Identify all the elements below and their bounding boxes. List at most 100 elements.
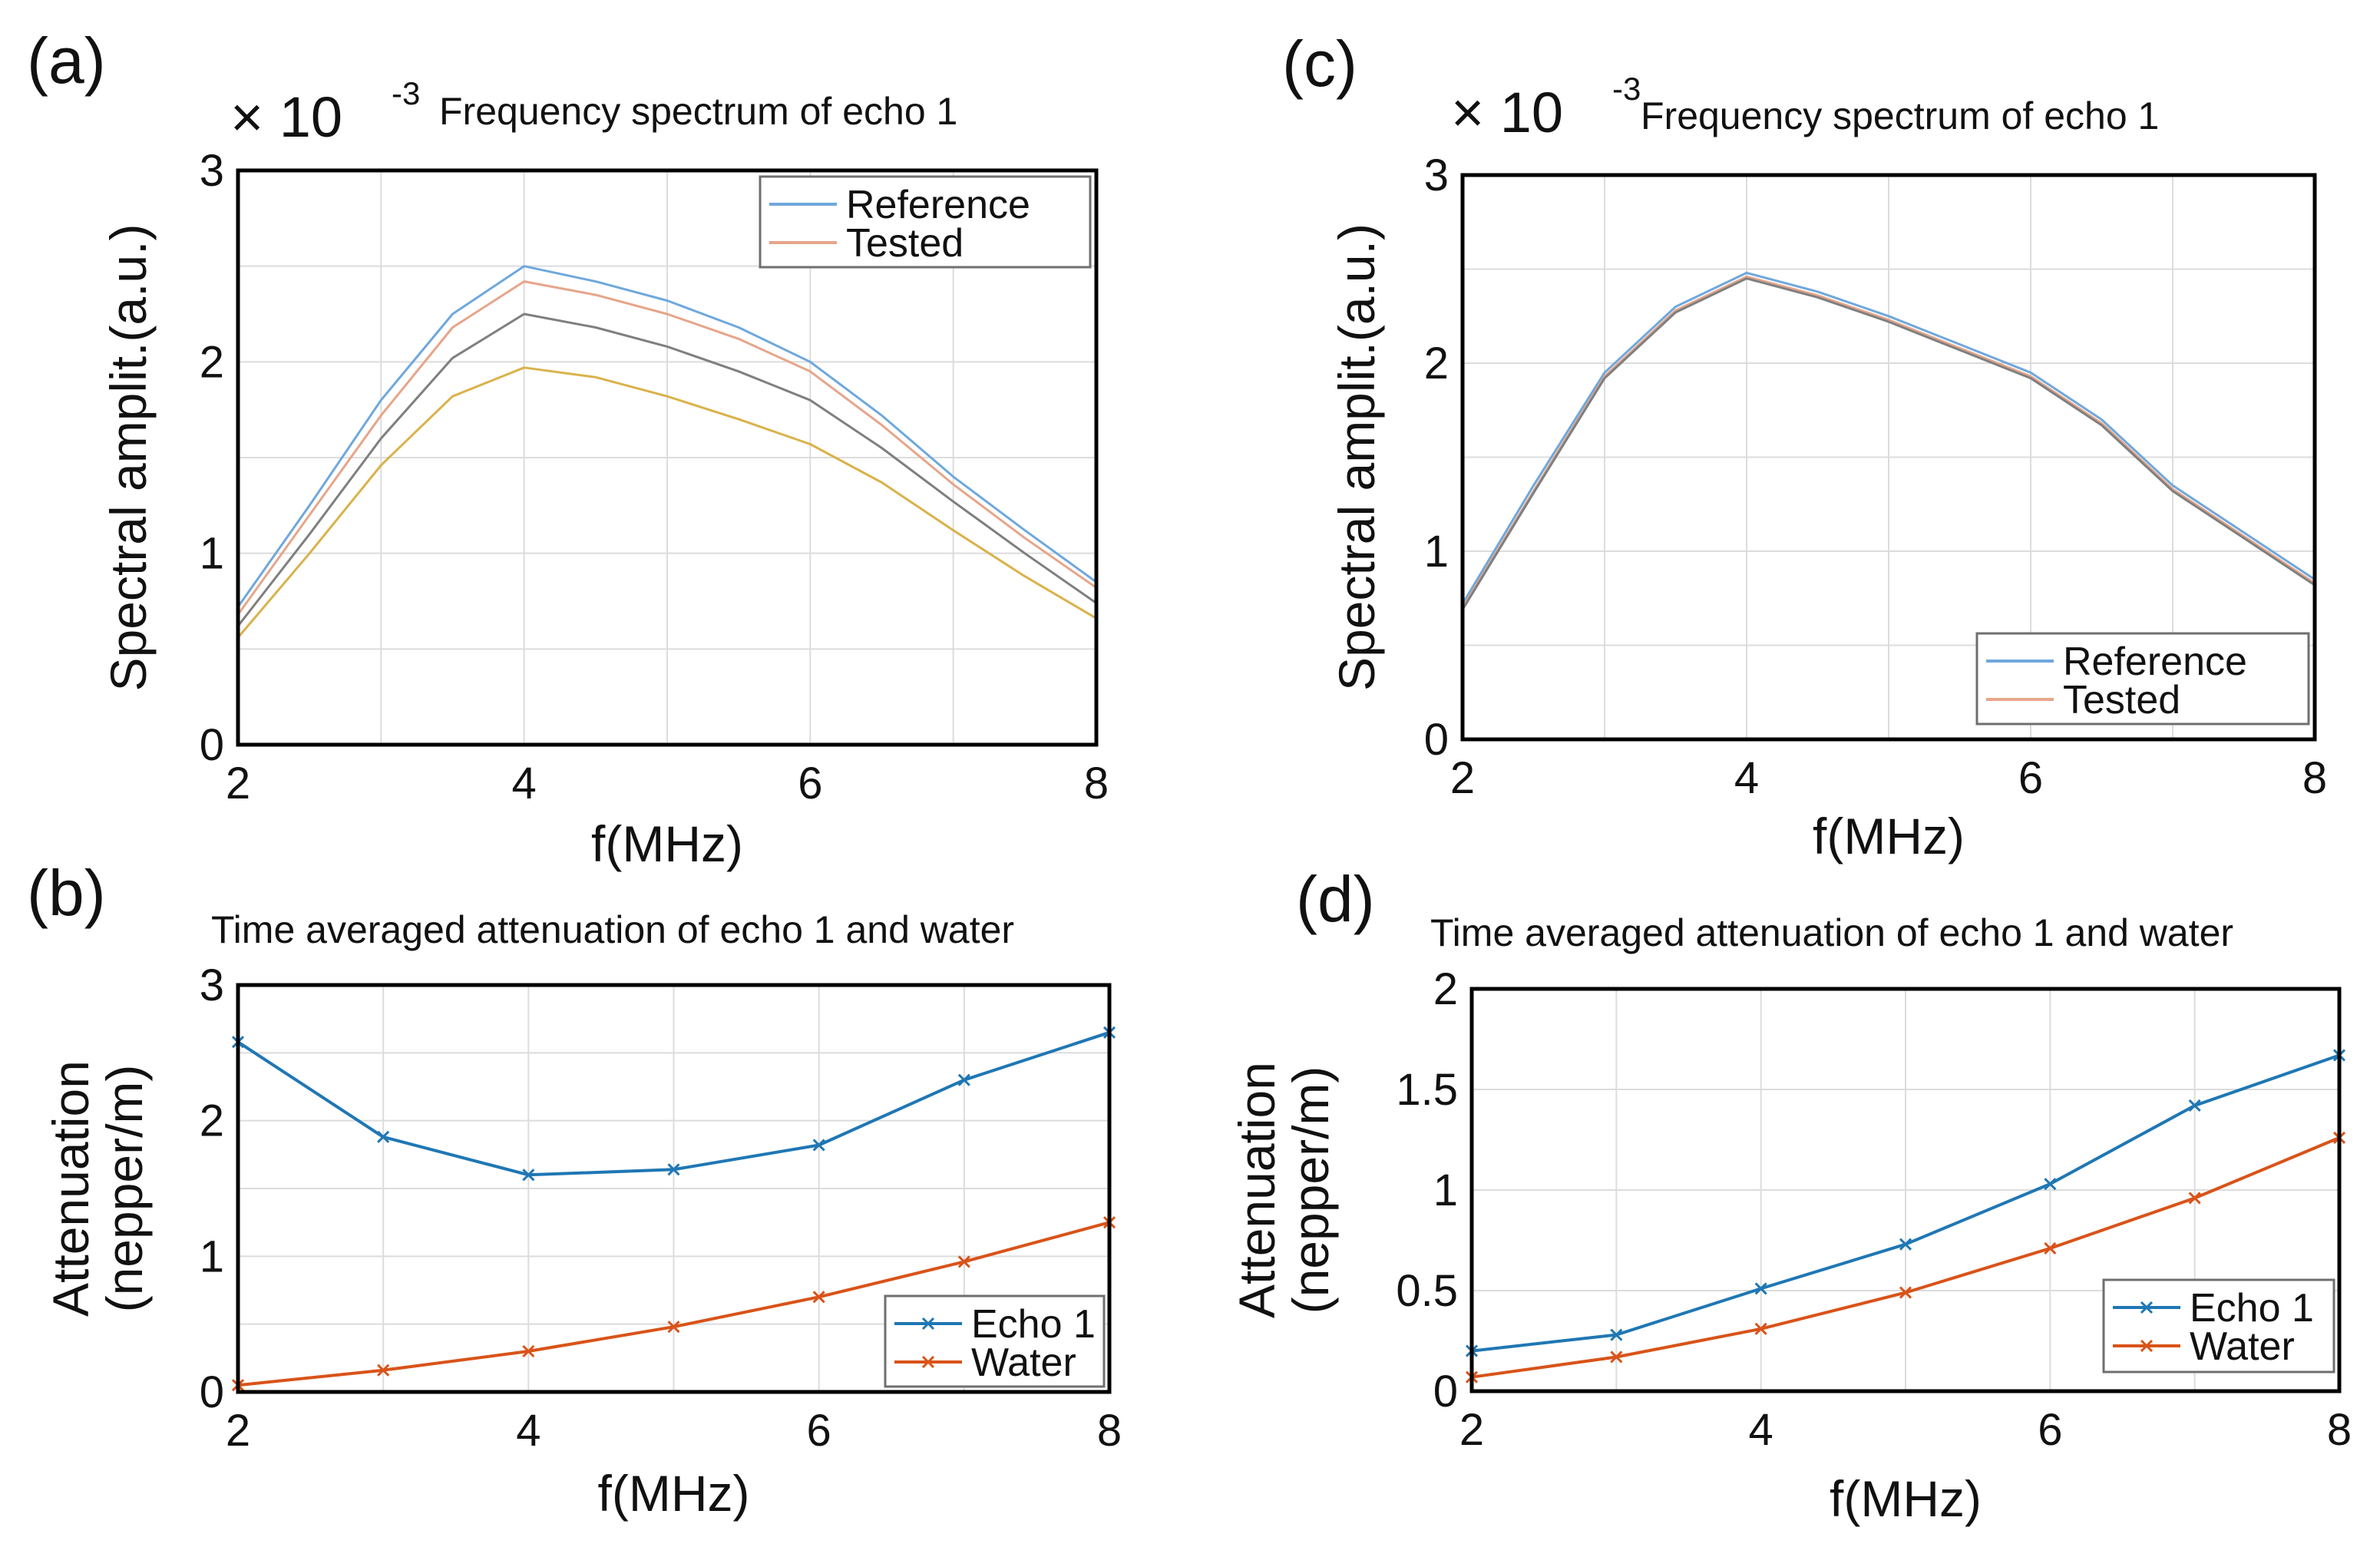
x-tick-label: 6 [2018,753,2043,803]
chart-title: Time averaged attenuation of echo 1 and … [211,908,1014,951]
panel-label: (d) [1296,863,1375,935]
legend-label: Reference [846,183,1030,227]
legend-marker [2140,1301,2154,1314]
legend-box [884,1294,1106,1388]
legend-label: Water [971,1340,1076,1385]
plot-frame [236,168,1099,747]
y-tick-label: 1 [1433,1165,1458,1215]
data-point [1754,1322,1767,1335]
data-point [522,1344,535,1358]
legend-label: Echo 1 [2190,1286,2314,1331]
y-axis-label: Spectral amplit.(a.u.) [100,224,157,692]
x-tick-label: 2 [1459,1405,1484,1455]
chart-panel-a: (a) Frequency spectrum of echo 1 × 10 -3 2 4 6… [27,25,1109,872]
x-axis-label: f(MHz) [591,815,743,872]
series-line-reference [1461,271,2316,605]
x-tick-label: 8 [2302,753,2327,803]
legend-label: Echo 1 [971,1302,1096,1347]
data-point [812,1139,825,1152]
y-axis-label: Spectral amplit.(a.u.) [1328,223,1385,691]
plot-frame [1469,987,2342,1393]
legend-label: Tested [846,221,964,266]
axis-multiplier-exponent: -3 [392,75,420,111]
y-tick-label: 0 [1433,1367,1458,1417]
x-tick-label: 8 [1097,1406,1122,1456]
plot-frame [236,983,1112,1394]
x-tick-label: 6 [807,1406,831,1456]
y-tick-label: 3 [200,960,224,1010]
axis-multiplier-exponent: -3 [1612,71,1641,107]
chart-panel-b: (b) Time averaged attenuation of echo 1 a… [27,857,1122,1522]
y-axis-label: Attenuation [1228,1062,1285,1318]
chart-title: Frequency spectrum of echo 1 [1641,94,2159,137]
y-tick-label: 0 [200,1367,224,1417]
legend-box [2102,1278,2335,1374]
x-tick-label: 8 [1084,759,1109,808]
data-point [957,1255,970,1268]
x-axis-label: f(MHz) [1813,808,1965,864]
x-tick-label: 4 [516,1406,540,1456]
y-tick-label: 2 [200,1096,224,1146]
data-point [667,1321,680,1334]
y-axis-label: Attenuation [42,1060,99,1317]
y-tick-label: 3 [1424,150,1449,200]
panel-label: (b) [27,857,106,929]
data-point [812,1291,825,1304]
y-tick-label: 0 [200,720,224,770]
y-axis-label-units: (nepper/m) [1282,1066,1339,1314]
data-point [1754,1282,1767,1295]
data-point [667,1163,680,1176]
data-point [2188,1099,2201,1112]
panel-label: (a) [27,25,106,97]
y-tick-label: 2 [1433,964,1458,1014]
x-tick-label: 4 [1734,753,1759,803]
legend-marker [921,1355,935,1369]
y-tick-label: 1.5 [1396,1065,1458,1115]
chart-panel-d: (d) Time averaged attenuation of echo 1 a… [1228,863,2352,1527]
panel-label: (c) [1282,28,1357,100]
data-point [377,1364,390,1377]
series-line-tested [1461,275,2316,609]
legend-label: Reference [2063,640,2247,684]
data-point [1899,1286,1912,1299]
legend-marker [921,1317,935,1331]
data-point [377,1130,390,1143]
axis-multiplier: × 10 [230,85,342,149]
legend-marker [2140,1339,2154,1353]
series-line-reference [236,265,1097,608]
series-line-tested [236,366,1097,639]
x-axis-label: f(MHz) [598,1465,750,1522]
x-tick-label: 4 [512,759,537,808]
chart-title: Time averaged attenuation of echo 1 and … [1430,911,2233,954]
axis-multiplier: × 10 [1451,81,1563,144]
series-line-tested [236,312,1097,627]
y-tick-label: 3 [200,146,224,196]
y-tick-label: 2 [200,337,224,387]
x-tick-label: 8 [2327,1405,2352,1455]
legend-box [759,175,1092,269]
series-line-tested [236,280,1097,616]
y-tick-label: 1 [200,1231,224,1281]
y-tick-label: 1 [200,529,224,579]
data-point [522,1169,535,1182]
x-tick-label: 4 [1749,1405,1773,1455]
y-tick-label: 0.5 [1396,1266,1458,1316]
data-point [2044,1178,2057,1191]
x-tick-label: 6 [2038,1405,2062,1455]
y-tick-label: 1 [1424,527,1449,577]
chart-panel-c: (c) Frequency spectrum of echo 1 × 10 -3 2 4 6… [1282,28,2327,864]
x-tick-label: 2 [1450,753,1475,803]
y-tick-label: 0 [1424,715,1449,765]
series-line-tested [1461,277,2316,610]
x-axis-label: f(MHz) [1830,1470,1982,1527]
legend-label: Water [2190,1324,2295,1369]
data-point [957,1073,970,1086]
data-point [1899,1238,1912,1251]
x-tick-label: 2 [226,1406,250,1456]
legend-box [1975,632,2310,726]
x-tick-label: 2 [226,759,250,808]
